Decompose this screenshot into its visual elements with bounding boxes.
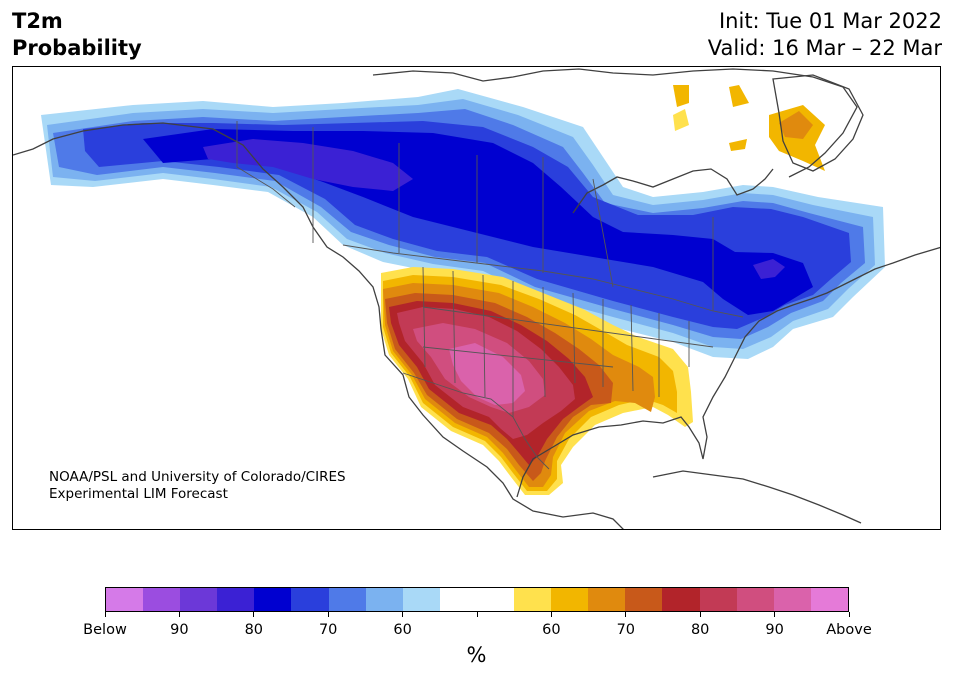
arctic-warm-patches [673,85,825,171]
canada-provinces [312,127,714,311]
above-90-contour [449,343,525,405]
colorbar-segment [773,588,811,611]
colorbar-segment [180,588,218,611]
map-canvas [13,68,940,529]
us-canada-border [342,244,744,318]
colorbar-tick-label: Below [83,622,127,638]
political-borders [236,121,744,470]
colorbar-unit-label: % [466,643,487,667]
colorbar-segment [402,588,440,611]
colorbar-tick-label: 70 [616,622,636,638]
colorbar-segment [699,588,737,611]
colorbar-tick [476,612,478,617]
colorbar-tick [625,612,627,617]
hudson-bay-coast [572,168,774,214]
colorbar-segment [291,588,329,611]
colorbar-segment [143,588,181,611]
colorbar-tick [104,612,106,617]
colorbar-segment [810,588,848,611]
arctic-patch-6 [729,139,747,151]
coastlines [13,68,940,529]
colorbar-tick-label: 90 [170,622,189,638]
arctic-patch-2 [673,109,689,131]
gulf-coast [516,246,940,498]
arctic-islands-coast [372,68,858,178]
below-90-contour [203,139,785,279]
colorbar-segment [106,588,144,611]
credit-text: NOAA/PSL and University of Colorado/CIRE… [49,469,346,503]
colorbar-tick [327,612,329,617]
greenland-coast [772,74,864,172]
colorbar-segment [662,588,700,611]
valid-range: Valid: 16 Mar – 22 Mar [707,36,942,60]
colorbar-segment [439,588,477,611]
colorbar-segment [736,588,774,611]
colorbar-tick [699,612,701,617]
colorbar-tick [253,612,255,617]
colorbar-tick-label: 60 [393,622,412,638]
colorbar-segment [476,588,515,611]
colorbar-ticks: Below 90 80 70 60 60 70 80 90 Above [83,612,872,642]
forecast-map [12,66,941,530]
colorbar-tick-label: 90 [765,622,784,638]
colorbar-tick-label: 60 [542,622,561,638]
credit-line-2: Experimental LIM Forecast [49,486,228,502]
colorbar-segment [514,588,552,611]
colorbar-tick-label: 70 [318,622,338,638]
colorbar-segment [365,588,403,611]
credit-line-1: NOAA/PSL and University of Colorado/CIRE… [49,469,346,485]
colorbar-tick [402,612,404,617]
product-label: Probability [12,36,142,60]
colorbar-tick [774,612,776,617]
colorbar-tick-label: 80 [690,622,710,638]
us-states [422,266,714,417]
colorbar-segment [328,588,366,611]
colorbar-segment [254,588,292,611]
above-normal-region [381,267,693,495]
map-title: T2m Probability [12,8,142,62]
alaska-border [236,121,296,208]
colorbar-tick-label: Above [826,622,872,638]
probability-colorbar [105,587,849,612]
map-dates: Init: Tue 01 Mar 2022 Valid: 16 Mar – 22… [708,8,942,62]
colorbar-segment [217,588,255,611]
colorbar-tick [178,612,180,617]
us-mexico-border [402,372,550,470]
variable-label: T2m [12,9,63,33]
colorbar-tick-label: 80 [244,622,264,638]
arctic-patch-3 [729,85,749,107]
arctic-patch-5 [779,111,813,139]
colorbar-tick [550,612,552,617]
arctic-patch-1 [673,85,689,107]
colorbar-segment [588,588,626,611]
colorbar-segment [625,588,663,611]
init-date: Init: Tue 01 Mar 2022 [718,9,942,33]
north-america-coast [13,122,624,529]
colorbar-segment [551,588,589,611]
caribbean-coast [652,470,862,524]
colorbar-tick [848,612,850,617]
